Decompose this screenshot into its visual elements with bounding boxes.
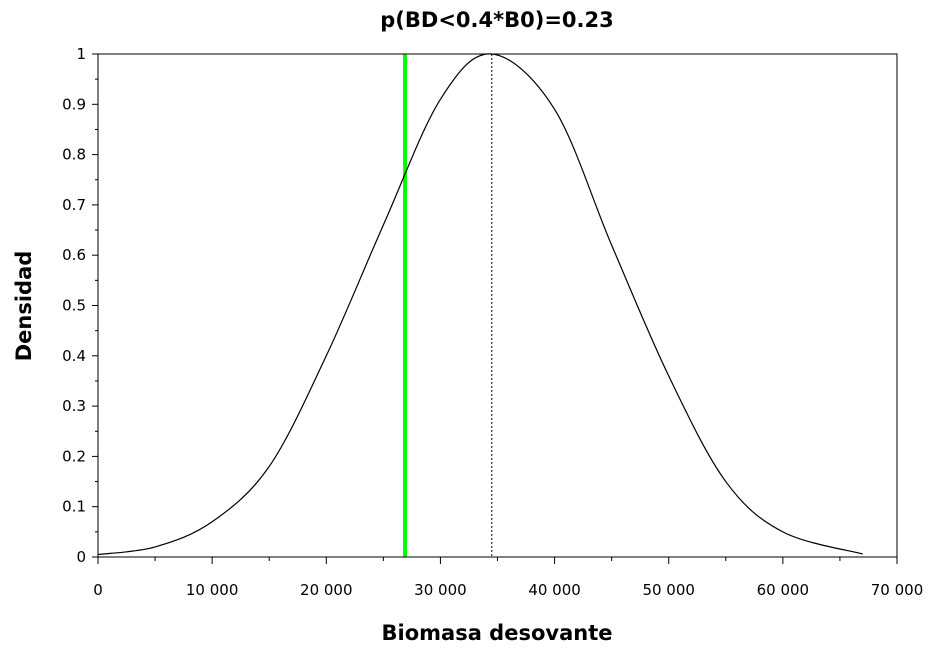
y-tick-label: 0.1 <box>62 498 86 516</box>
y-tick-label: 0.6 <box>62 246 86 264</box>
x-tick-label: 30 000 <box>414 581 467 599</box>
y-tick-label: 1 <box>76 45 86 63</box>
y-axis-title: Densidad <box>12 251 36 362</box>
x-tick-label: 40 000 <box>528 581 581 599</box>
axis-ticks: 0 0.1 0.2 0.3 0.4 0.5 0.6 0.7 0.8 0.9 1 0 10 000 20 0… <box>62 45 923 599</box>
x-tick-label: 60 000 <box>757 581 810 599</box>
x-tick-label: 70 000 <box>871 581 924 599</box>
y-tick-label: 0 <box>76 548 86 566</box>
x-tick-label: 50 000 <box>642 581 695 599</box>
x-tick-label: 20 000 <box>300 581 353 599</box>
y-tick-label: 0.7 <box>62 196 86 214</box>
x-tick-label: 0 <box>93 581 103 599</box>
reference-lines <box>403 54 493 557</box>
y-tick-label: 0.2 <box>62 447 86 465</box>
x-tick-label: 10 000 <box>186 581 239 599</box>
series-layer <box>97 53 863 556</box>
chart-title: p(BD<0.4*B0)=0.23 <box>380 8 613 32</box>
x-axis-title: Biomasa desovante <box>382 621 613 645</box>
plot-frame <box>97 53 898 558</box>
density-curve-0 <box>97 53 863 556</box>
y-tick-label: 0.5 <box>62 297 86 315</box>
y-tick-label: 0.3 <box>62 397 86 415</box>
y-tick-label: 0.9 <box>62 95 86 113</box>
y-tick-label: 0.4 <box>62 347 86 365</box>
y-tick-label: 0.8 <box>62 146 86 164</box>
